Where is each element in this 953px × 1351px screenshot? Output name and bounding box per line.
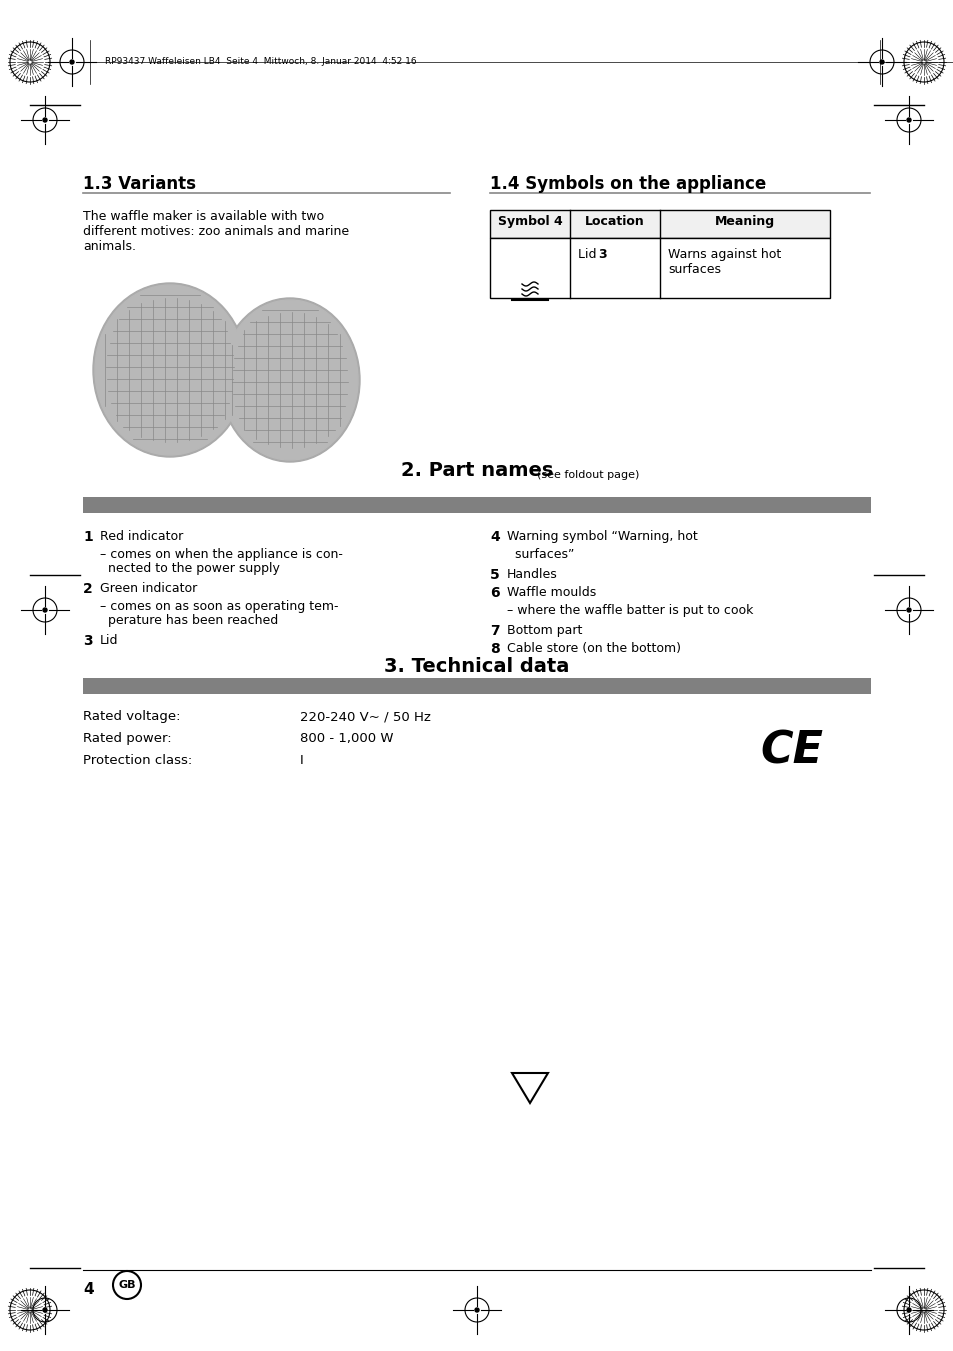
Text: – where the waffle batter is put to cook: – where the waffle batter is put to cook: [506, 604, 753, 617]
Text: Protection class:: Protection class:: [83, 754, 193, 767]
Text: 7: 7: [490, 624, 499, 638]
Text: Warning symbol “Warning, hot: Warning symbol “Warning, hot: [506, 530, 697, 543]
Text: Meaning: Meaning: [714, 215, 774, 228]
Circle shape: [43, 1308, 47, 1312]
Circle shape: [906, 1308, 910, 1312]
Text: – comes on as soon as operating tem-: – comes on as soon as operating tem-: [100, 600, 338, 613]
Text: GB: GB: [118, 1279, 135, 1290]
Text: Lid: Lid: [578, 249, 599, 261]
Text: Location: Location: [584, 215, 644, 228]
Text: (see foldout page): (see foldout page): [537, 470, 639, 480]
Text: 2: 2: [83, 582, 92, 596]
Text: Rated power:: Rated power:: [83, 732, 172, 744]
Ellipse shape: [92, 282, 247, 457]
Text: Cable store (on the bottom): Cable store (on the bottom): [506, 642, 680, 655]
Ellipse shape: [220, 299, 359, 462]
Text: RP93437 Waffeleisen LB4  Seite 4  Mittwoch, 8. Januar 2014  4:52 16: RP93437 Waffeleisen LB4 Seite 4 Mittwoch…: [105, 58, 416, 66]
FancyBboxPatch shape: [490, 238, 829, 299]
Text: Red indicator: Red indicator: [100, 530, 183, 543]
Text: nected to the power supply: nected to the power supply: [100, 562, 279, 576]
Circle shape: [879, 59, 883, 63]
FancyBboxPatch shape: [490, 209, 829, 238]
Text: Symbol 4: Symbol 4: [497, 215, 561, 228]
Text: The waffle maker is available with two
different motives: zoo animals and marine: The waffle maker is available with two d…: [83, 209, 349, 253]
FancyBboxPatch shape: [83, 497, 870, 513]
Text: Warns against hot
surfaces: Warns against hot surfaces: [667, 249, 781, 276]
Circle shape: [475, 1308, 478, 1312]
Text: I: I: [299, 754, 303, 767]
Ellipse shape: [222, 300, 357, 459]
Text: 6: 6: [490, 586, 499, 600]
Text: – comes on when the appliance is con-: – comes on when the appliance is con-: [100, 549, 342, 561]
Text: 3: 3: [598, 249, 606, 261]
Text: CE: CE: [760, 730, 822, 773]
Text: Handles: Handles: [506, 567, 558, 581]
Text: surfaces”: surfaces”: [506, 549, 574, 561]
Text: 800 - 1,000 W: 800 - 1,000 W: [299, 732, 393, 744]
Text: 5: 5: [490, 567, 499, 582]
Text: 2. Part names: 2. Part names: [400, 461, 553, 480]
Text: Lid: Lid: [100, 634, 118, 647]
Text: 8: 8: [490, 642, 499, 657]
Text: 1.3 Variants: 1.3 Variants: [83, 176, 195, 193]
Text: 1.4 Symbols on the appliance: 1.4 Symbols on the appliance: [490, 176, 765, 193]
Circle shape: [43, 118, 47, 122]
Text: 1: 1: [83, 530, 92, 544]
Text: Rated voltage:: Rated voltage:: [83, 711, 180, 723]
Text: perature has been reached: perature has been reached: [100, 613, 278, 627]
Circle shape: [906, 608, 910, 612]
Circle shape: [906, 118, 910, 122]
Ellipse shape: [95, 285, 245, 455]
Text: Waffle moulds: Waffle moulds: [506, 586, 596, 598]
Text: 4: 4: [83, 1282, 93, 1297]
Text: Bottom part: Bottom part: [506, 624, 581, 638]
Circle shape: [43, 608, 47, 612]
Text: Green indicator: Green indicator: [100, 582, 197, 594]
FancyBboxPatch shape: [83, 678, 870, 694]
Text: 3: 3: [83, 634, 92, 648]
Text: 220-240 V~ / 50 Hz: 220-240 V~ / 50 Hz: [299, 711, 431, 723]
Text: 4: 4: [490, 530, 499, 544]
Text: 3. Technical data: 3. Technical data: [384, 657, 569, 676]
Circle shape: [70, 59, 74, 63]
